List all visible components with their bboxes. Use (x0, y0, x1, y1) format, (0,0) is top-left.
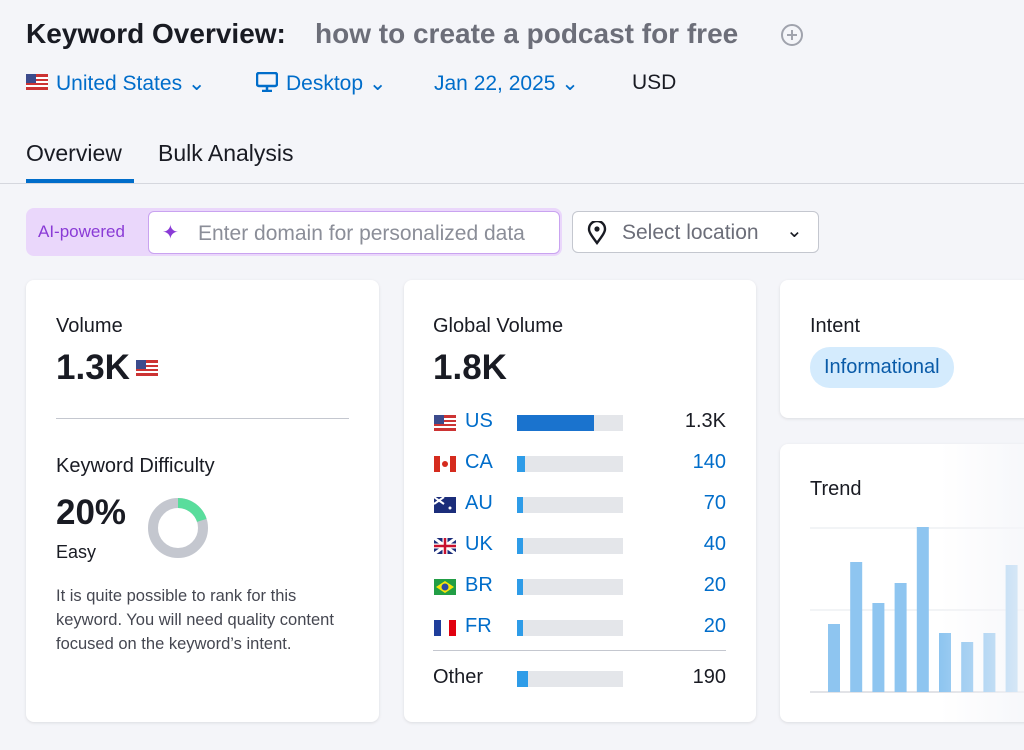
volume-card: Volume 1.3K Keyword Difficulty 20% Easy … (26, 280, 379, 722)
country-code: UK (465, 533, 493, 555)
bar (517, 620, 523, 636)
volume-value: 1.3K (56, 348, 130, 387)
trend-bar (850, 562, 863, 692)
flag-icon (136, 360, 158, 376)
date-selector[interactable]: Jan 22, 2025 ⌄ (434, 72, 579, 95)
trend-card: Trend (780, 444, 1024, 722)
country-volume: 20 (703, 615, 726, 637)
label: Trend (810, 478, 862, 500)
page-title: Keyword Overview: (26, 18, 286, 49)
flag-icon (434, 579, 456, 595)
date: Jan 22, 2025 (434, 72, 556, 95)
bar (517, 497, 523, 513)
domain-input[interactable] (148, 211, 560, 254)
desktop-icon (256, 72, 278, 92)
country-code: FR (465, 615, 492, 637)
label: Keyword Difficulty (56, 455, 215, 477)
tab[interactable]: Bulk Analysis (158, 140, 294, 166)
bar-track (517, 620, 623, 636)
country-code: CA (465, 451, 493, 473)
divider (0, 183, 1024, 184)
chevron: ⌄ (786, 220, 803, 242)
flag-icon (434, 538, 456, 554)
bar (517, 415, 595, 431)
bar (517, 538, 523, 554)
sparkle-icon: ✦ (162, 222, 179, 244)
country-volume: 70 (703, 492, 726, 514)
bar-track (517, 671, 623, 687)
bar-track (517, 456, 623, 472)
donut-value (148, 498, 208, 558)
flag-icon (434, 497, 456, 513)
keyword: how to create a podcast for free (315, 18, 739, 49)
device-selector[interactable]: Desktop ⌄ (286, 72, 387, 95)
currency: USD (632, 71, 677, 94)
intent-badge: Informational (810, 347, 954, 388)
trend-bar (828, 624, 840, 692)
country-volume: 20 (703, 574, 726, 596)
country-selector[interactable]: United States ⌄ (56, 72, 206, 95)
bar-track (517, 579, 623, 595)
location-placeholder: Select location (622, 221, 759, 244)
flag-icon (26, 74, 48, 90)
difficulty-value: 20% (56, 493, 127, 532)
other-volume: 190 (692, 666, 726, 688)
domain-placeholder: Enter domain for personalized data (198, 222, 525, 245)
bar (517, 671, 529, 687)
trend-bar (894, 583, 907, 692)
intent-card: Intent Informational (780, 280, 1024, 418)
difficulty-description: It is quite possible to rank for this ke… (56, 587, 334, 653)
flag-icon (434, 415, 456, 431)
country-volume: 1.3K (684, 410, 726, 432)
trend-bar (872, 603, 885, 692)
country-code: BR (465, 574, 493, 596)
label: Intent (810, 315, 861, 337)
bar-track (517, 538, 623, 554)
other-name: Other (433, 666, 484, 688)
fade (940, 444, 1024, 722)
label: Volume (56, 315, 123, 337)
difficulty-level: Easy (56, 542, 97, 562)
difficulty-donut (148, 498, 208, 558)
global-volume-value: 1.8K (433, 348, 507, 387)
country-code: AU (465, 492, 493, 514)
tab[interactable]: Overview (26, 140, 122, 166)
ai-badge: AI-powered (38, 222, 125, 241)
trend-bar (916, 527, 929, 692)
divider (56, 418, 349, 419)
bar-track (517, 497, 623, 513)
bar (517, 456, 526, 472)
flag-icon (434, 456, 456, 472)
divider (433, 650, 726, 651)
tab-indicator (26, 179, 134, 183)
country-code: US (465, 410, 493, 432)
pin-icon (587, 221, 607, 245)
add-icon[interactable] (780, 23, 804, 47)
global-volume-card: Global Volume 1.8K US 1.3K CA 140 AU 70 UK 40 BR… (404, 280, 756, 722)
country-volume: 40 (703, 533, 726, 555)
country: United States (56, 72, 183, 95)
bar (517, 579, 523, 595)
label: Global Volume (433, 315, 564, 337)
device: Desktop (286, 72, 364, 95)
country-volume: 140 (692, 451, 726, 473)
location-select[interactable] (572, 211, 819, 253)
flag-icon (434, 620, 456, 636)
